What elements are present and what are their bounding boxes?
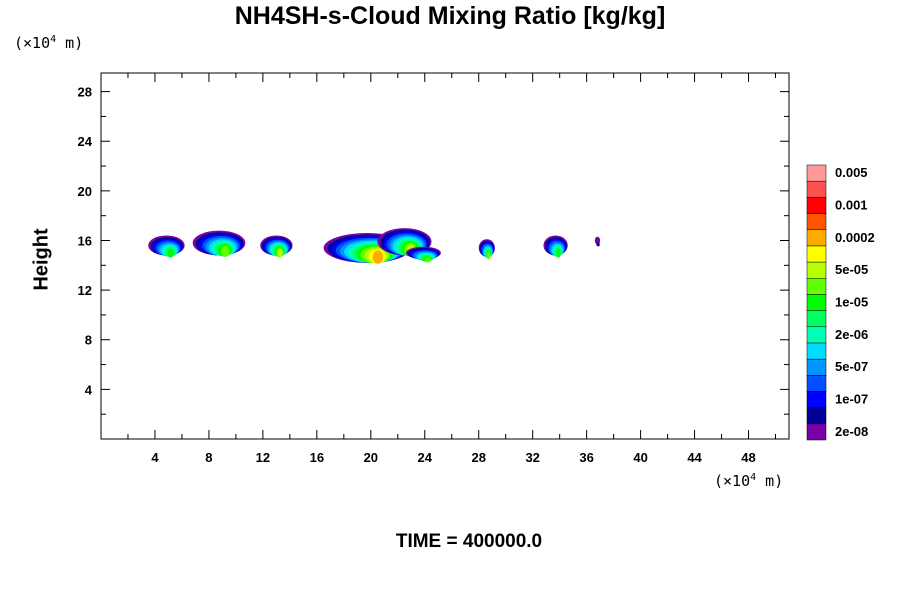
x-unit-exponent: 4 — [750, 472, 757, 483]
x-tick-label: 28 — [471, 450, 485, 465]
y-unit-prefix: (×10 — [14, 34, 51, 52]
colorbar-swatch — [806, 294, 827, 311]
colorbar-swatch — [806, 277, 827, 295]
x-unit-prefix: (×10 — [714, 472, 751, 490]
colorbar-swatch — [806, 229, 827, 247]
cloud-cluster-7-level-9 — [487, 251, 491, 260]
colorbar-swatch — [806, 358, 827, 376]
colorbar-swatch — [806, 197, 827, 214]
colorbar-label: 5e-05 — [835, 262, 868, 277]
x-tick-label: 4 — [151, 450, 159, 465]
colorbar-swatch — [806, 423, 827, 441]
colorbar-swatch — [806, 180, 827, 198]
cloud-cluster-9-level-0 — [594, 236, 601, 245]
y-tick-label: 8 — [85, 333, 92, 348]
colorbar-label: 5e-07 — [835, 359, 868, 374]
cloud-cluster-1-level-8 — [167, 248, 174, 258]
x-tick-label: 32 — [525, 450, 539, 465]
plot-area — [100, 72, 790, 440]
cloud-cluster-2-level-9 — [221, 245, 230, 257]
x-tick-label: 36 — [579, 450, 593, 465]
cloud-cluster-8-level-8 — [556, 248, 561, 258]
colorbar-label: 1e-07 — [835, 392, 868, 407]
colorbar-swatch — [806, 245, 827, 263]
cloud-cluster-9-level-1 — [596, 242, 600, 247]
colorbar-swatch — [806, 326, 827, 344]
y-tick-label: 28 — [78, 85, 92, 100]
colorbar-label: 0.005 — [835, 165, 868, 180]
colorbar-label: 0.0002 — [835, 230, 875, 245]
colorbar-label: 0.001 — [835, 197, 868, 212]
x-tick-label: 8 — [205, 450, 212, 465]
colorbar-swatch — [806, 164, 827, 182]
x-tick-label: 12 — [256, 450, 270, 465]
y-tick-label: 24 — [78, 134, 93, 149]
x-tick-label: 20 — [364, 450, 378, 465]
x-tick-label: 48 — [741, 450, 755, 465]
y-tick-label: 16 — [78, 233, 92, 248]
x-tick-label: 44 — [687, 450, 702, 465]
colorbar-swatch — [806, 391, 827, 408]
colorbar-label: 2e-06 — [835, 327, 868, 342]
x-unit-suffix: m) — [756, 472, 784, 490]
y-axis-unit: (×104 m) — [14, 34, 83, 52]
y-unit-exponent: 4 — [50, 34, 57, 45]
y-unit-suffix: m) — [56, 34, 84, 52]
x-axis-unit: (×104 m) — [714, 472, 783, 490]
chart-title: NH4SH-s-Cloud Mixing Ratio [kg/kg] — [234, 2, 666, 30]
colorbar-swatch — [806, 407, 827, 425]
cloud-cluster-6-level-9 — [424, 256, 431, 263]
colorbar-label: 2e-08 — [835, 424, 868, 439]
colorbar-swatch — [806, 342, 827, 360]
colorbar-swatch — [806, 375, 827, 392]
x-tick-label: 24 — [418, 450, 433, 465]
cloud-cluster-4-level-12 — [372, 250, 384, 264]
cloud-cluster-3-level-10 — [278, 248, 283, 258]
y-tick-label: 4 — [85, 382, 93, 397]
y-tick-label: 12 — [78, 283, 92, 298]
colorbar-swatch — [806, 213, 827, 230]
colorbar-label: 1e-05 — [835, 295, 868, 310]
colorbar-swatch — [806, 310, 827, 328]
time-label: TIME = 400000.0 — [395, 531, 543, 552]
y-tick-label: 20 — [78, 184, 92, 199]
x-tick-label: 16 — [310, 450, 324, 465]
colorbar-swatch — [806, 261, 827, 279]
x-tick-label: 40 — [633, 450, 647, 465]
